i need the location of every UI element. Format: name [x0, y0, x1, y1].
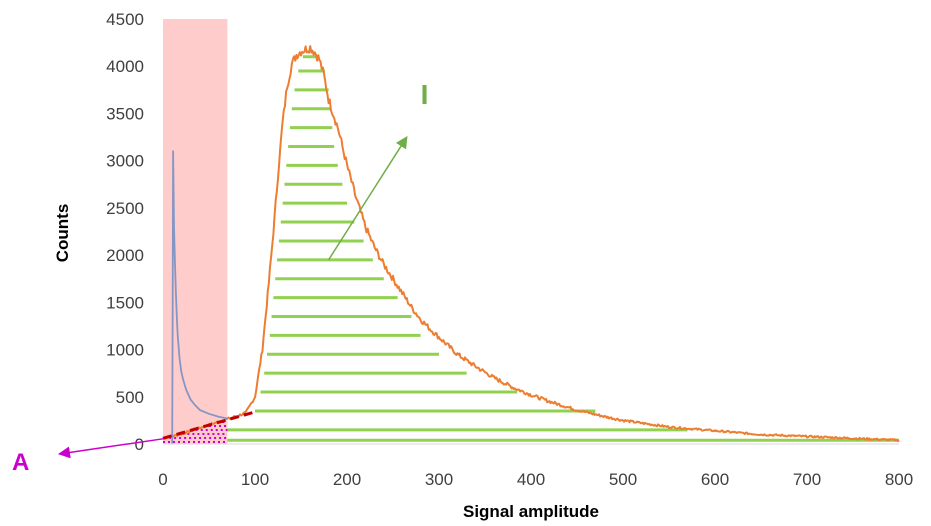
x-tick-label: 0	[158, 470, 167, 489]
annotations-layer: IA	[12, 79, 428, 476]
x-tick-label: 200	[333, 470, 361, 489]
x-axis-title: Signal amplitude	[463, 502, 599, 521]
band-lines-layer	[227, 55, 899, 442]
annotation-arrow-A	[58, 438, 164, 459]
series-line-1	[171, 150, 228, 445]
baseline-fit-line	[162, 410, 256, 440]
y-tick-label: 2000	[106, 246, 144, 265]
y-tick-label: 1500	[106, 293, 144, 312]
annotation-arrow-I	[327, 136, 408, 261]
y-axis-title: Counts	[53, 204, 72, 263]
x-tick-label: 300	[425, 470, 453, 489]
y-tick-label: 4000	[106, 57, 144, 76]
y-tick-label: 2500	[106, 199, 144, 218]
axes-layer: 0 500 1000 1500 2000 2500 3000 3500 4000 4500 0 100…	[106, 10, 913, 489]
baseline-fit-layer	[162, 410, 256, 440]
x-tick-label: 800	[885, 470, 913, 489]
series-line-0	[162, 45, 900, 443]
annotation-label-I: I	[421, 79, 429, 110]
y-tick-label: 1000	[106, 341, 144, 360]
series-layer	[162, 45, 900, 445]
x-tick-label: 700	[793, 470, 821, 489]
annotation-label-A: A	[12, 449, 29, 476]
x-tick-label: 500	[609, 470, 637, 489]
y-tick-label: 3000	[106, 152, 144, 171]
x-tick-label: 600	[701, 470, 729, 489]
y-tick-label: 0	[135, 435, 144, 454]
x-tick-label: 100	[241, 470, 269, 489]
y-tick-label: 4500	[106, 10, 144, 29]
y-tick-label: 3500	[106, 104, 144, 123]
y-tick-label: 500	[116, 388, 144, 407]
x-tick-label: 400	[517, 470, 545, 489]
